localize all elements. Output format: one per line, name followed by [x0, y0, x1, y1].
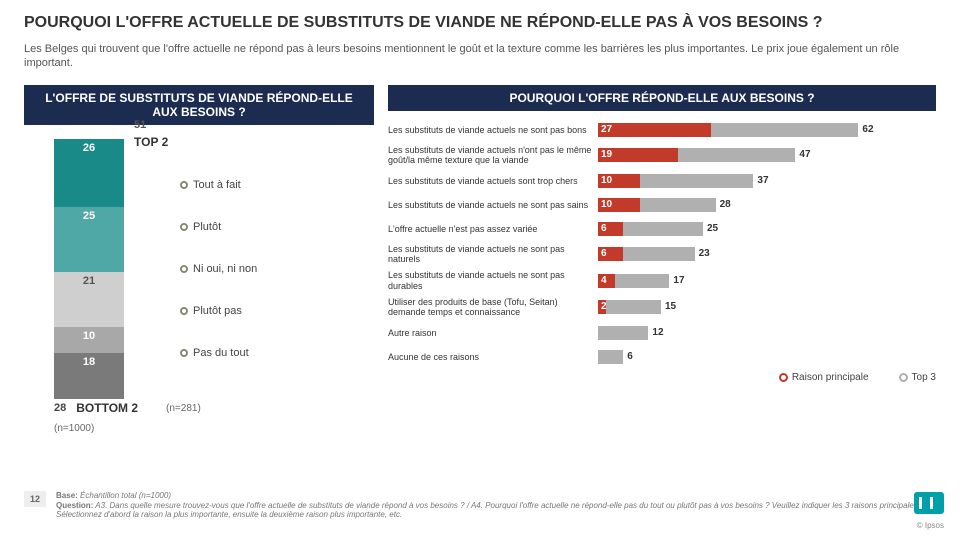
- stacked-segment: 18: [54, 353, 124, 400]
- reason-row: Les substituts de viande actuels ne sont…: [388, 244, 936, 265]
- bottom2-value: 28: [54, 402, 66, 414]
- reason-row: Utiliser des produits de base (Tofu, Sei…: [388, 297, 936, 318]
- page-number: 12: [24, 491, 46, 507]
- reason-row: L'offre actuelle n'est pas assez variée2…: [388, 220, 936, 238]
- footer: 12 Base: Échantillon total (n=1000) Ques…: [24, 491, 936, 520]
- bar-top3-value: 37: [757, 174, 768, 188]
- bullet-icon: [180, 307, 188, 315]
- bottom2-label: BOTTOM 2: [76, 401, 138, 415]
- bar-top3-value: 47: [799, 148, 810, 162]
- left-sample: (n=1000): [54, 423, 374, 434]
- right-chart: POURQUOI L'OFFRE RÉPOND-ELLE AUX BESOINS…: [388, 85, 936, 435]
- legend-top3-label: Top 3: [912, 372, 936, 383]
- legend-bottom: Raison principale Top 3: [388, 372, 936, 383]
- bar-top3-value: 6: [627, 350, 633, 364]
- legend-item: Ni oui, ni non: [180, 263, 257, 275]
- legend-text: Plutôt pas: [193, 305, 242, 317]
- reason-row: Les substituts de viande actuels n'ont p…: [388, 145, 936, 166]
- bar-top3-value: 15: [665, 300, 676, 314]
- bar-main-value: 27: [598, 123, 612, 137]
- bar-top3-value: 25: [707, 222, 718, 236]
- bullet-icon: [180, 181, 188, 189]
- reason-row: Autre raison 12: [388, 324, 936, 342]
- question-text: A3. Dans quelle mesure trouvez-vous que …: [56, 501, 920, 520]
- reason-bars: 17 4: [598, 272, 936, 290]
- bar-top3-value: 17: [673, 274, 684, 288]
- legend-item: Plutôt pas: [180, 305, 257, 317]
- legend-item: Tout à fait: [180, 179, 257, 191]
- bar-top3-value: 23: [699, 247, 710, 261]
- bar-top3-value: 12: [652, 326, 663, 340]
- reason-bars: 28 10: [598, 196, 936, 214]
- legend-text: Ni oui, ni non: [193, 263, 257, 275]
- bar-main-value: 19: [598, 148, 612, 162]
- reason-bars: 62 27: [598, 121, 936, 139]
- reason-row: Les substituts de viande actuels ne sont…: [388, 121, 936, 139]
- bar-main-value: 10: [598, 174, 612, 188]
- bar-top3: [598, 326, 648, 340]
- bar-top3-value: 28: [720, 198, 731, 212]
- legend-text: Plutôt: [193, 221, 221, 233]
- legend-top3-icon: [899, 373, 908, 382]
- bar-main-value: 6: [598, 222, 607, 236]
- bar-main-value: 4: [598, 274, 607, 288]
- reason-bars: 15 2: [598, 298, 936, 316]
- right-banner: POURQUOI L'OFFRE RÉPOND-ELLE AUX BESOINS…: [388, 85, 936, 111]
- reason-row: Aucune de ces raisons 6: [388, 348, 936, 366]
- left-banner: L'OFFRE DE SUBSTITUTS DE VIANDE RÉPOND-E…: [24, 85, 374, 126]
- bar-top3: [598, 300, 661, 314]
- bar-top3: [598, 350, 623, 364]
- bar-main-value: 2: [598, 300, 607, 314]
- legend-text: Tout à fait: [193, 179, 241, 191]
- legend-main-icon: [779, 373, 788, 382]
- reason-bars: 37 10: [598, 172, 936, 190]
- reason-bars: 6: [598, 348, 936, 366]
- legend-text: Pas du tout: [193, 347, 249, 359]
- base-text: Échantillon total (n=1000): [80, 491, 171, 500]
- reason-label: Aucune de ces raisons: [388, 352, 598, 362]
- reason-label: Les substituts de viande actuels ne sont…: [388, 125, 598, 135]
- reason-label: Les substituts de viande actuels ne sont…: [388, 244, 598, 265]
- reason-bars: 23 6: [598, 245, 936, 263]
- stacked-segment: 21: [54, 272, 124, 327]
- bar-top3-value: 62: [862, 123, 873, 137]
- reason-label: Les substituts de viande actuels ne sont…: [388, 270, 598, 291]
- bullet-icon: [180, 265, 188, 273]
- bullet-icon: [180, 223, 188, 231]
- reason-label: Les substituts de viande actuels ne sont…: [388, 200, 598, 210]
- reason-label: L'offre actuelle n'est pas assez variée: [388, 224, 598, 234]
- legend-item: Pas du tout: [180, 347, 257, 359]
- reason-bars: 25 6: [598, 220, 936, 238]
- bar-main-value: 10: [598, 198, 612, 212]
- reason-row: Les substituts de viande actuels sont tr…: [388, 172, 936, 190]
- reason-row: Les substituts de viande actuels ne sont…: [388, 196, 936, 214]
- reason-label: Les substituts de viande actuels n'ont p…: [388, 145, 598, 166]
- subtitle: Les Belges qui trouvent que l'offre actu…: [24, 42, 936, 71]
- legend-main-label: Raison principale: [792, 372, 869, 383]
- bar-main-value: 6: [598, 247, 607, 261]
- stacked-segment: 2651TOP 2: [54, 139, 124, 207]
- reason-bars: 12: [598, 324, 936, 342]
- reason-label: Les substituts de viande actuels sont tr…: [388, 176, 598, 186]
- page-title: POURQUOI L'OFFRE ACTUELLE DE SUBSTITUTS …: [24, 14, 936, 32]
- ipsos-logo: © Ipsos: [914, 492, 944, 530]
- stacked-segment: 25: [54, 207, 124, 272]
- reason-bars: 47 19: [598, 146, 936, 164]
- reason-label: Autre raison: [388, 328, 598, 338]
- base-label: Base:: [56, 491, 78, 500]
- question-label: Question:: [56, 501, 93, 510]
- sample-right: (n=281): [166, 403, 201, 414]
- stacked-segment: 10: [54, 327, 124, 353]
- copyright: © Ipsos: [914, 521, 944, 530]
- legend-item: Plutôt: [180, 221, 257, 233]
- reason-row: Les substituts de viande actuels ne sont…: [388, 270, 936, 291]
- left-chart: L'OFFRE DE SUBSTITUTS DE VIANDE RÉPOND-E…: [24, 85, 374, 435]
- bullet-icon: [180, 349, 188, 357]
- bar-main: [598, 123, 711, 137]
- reason-label: Utiliser des produits de base (Tofu, Sei…: [388, 297, 598, 318]
